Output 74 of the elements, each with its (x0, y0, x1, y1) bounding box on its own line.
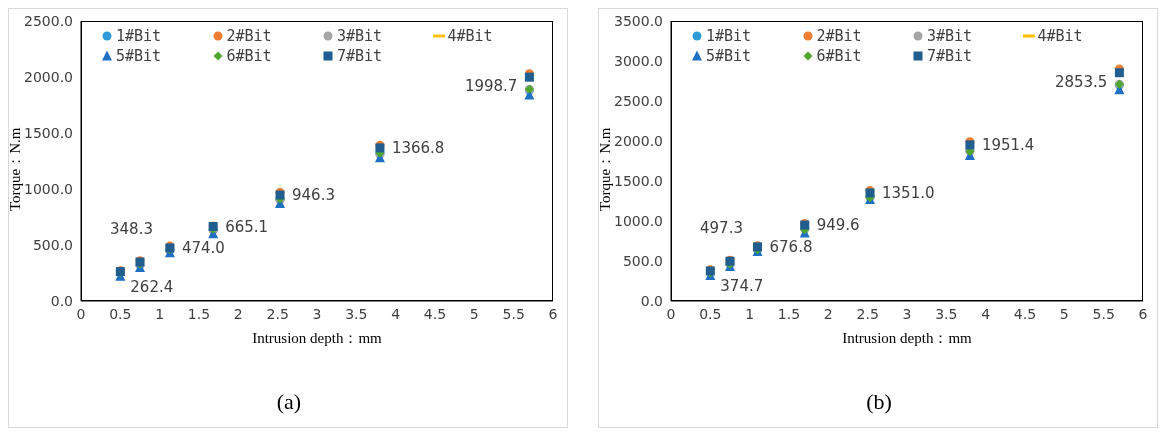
x-tick-label: 5 (469, 305, 479, 322)
legend-label: 6#Bit (226, 47, 272, 65)
y-tick-label: 3500.0 (614, 12, 663, 29)
x-tick-label: 6 (548, 305, 558, 322)
x-tick-label: 4.5 (1013, 305, 1037, 322)
x-tick-label: 1 (155, 305, 165, 322)
legend-label: 7#Bit (927, 47, 973, 65)
y-tick-label: 500.0 (622, 252, 663, 269)
legend-label: 2#Bit (226, 27, 272, 45)
y-tick-label: 1000.0 (24, 180, 73, 197)
x-tick-label: 3.5 (935, 305, 958, 322)
x-tick-label: 2 (233, 305, 243, 322)
y-tick-label: 0.0 (640, 292, 663, 309)
legend-label: 5#Bit (706, 47, 752, 65)
x-tick-label: 4.5 (423, 305, 447, 322)
x-tick-label: 5.5 (502, 305, 525, 322)
y-tick-label: 2000.0 (614, 132, 663, 149)
y-tick-label: 2000.0 (24, 68, 73, 85)
x-tick-label: 2 (823, 305, 833, 322)
x-tick-label: 6 (1138, 305, 1148, 322)
legend-label: 1#Bit (706, 27, 752, 45)
y-tick-label: 1500.0 (614, 172, 663, 189)
data-label: 1351.0 (882, 183, 935, 202)
x-tick-label: 0 (76, 305, 86, 322)
legend-label: 1#Bit (116, 27, 162, 45)
y-tick-label: 500.0 (32, 236, 73, 253)
data-label: 2853.5 (1054, 72, 1108, 91)
data-label: 262.4 (130, 277, 174, 296)
legend-label: 5#Bit (116, 47, 162, 65)
y-tick-label: 0.0 (50, 292, 73, 309)
x-tick-label: 3 (902, 305, 912, 322)
x-tick-label: 5 (1059, 305, 1069, 322)
data-label: 374.7 (720, 277, 764, 296)
data-label: 474.0 (181, 238, 225, 257)
legend-label: 4#Bit (1037, 27, 1083, 45)
legend-label: 2#Bit (816, 27, 862, 45)
data-label: 665.1 (225, 217, 269, 236)
data-label: 949.6 (816, 216, 860, 235)
x-tick-label: 3 (312, 305, 322, 322)
x-tick-label: 2.5 (856, 305, 879, 322)
y-tick-label: 3000.0 (614, 52, 663, 69)
data-label: 497.3 (700, 219, 743, 238)
x-tick-label: 2.5 (266, 305, 289, 322)
x-axis-title: Intrusion depth：mm (252, 330, 383, 346)
data-label: 1998.7 (464, 77, 518, 96)
y-tick-label: 2500.0 (614, 92, 663, 109)
text: (a) (275, 389, 303, 415)
data-label: 1366.8 (391, 138, 445, 157)
x-tick-label: 0.5 (699, 305, 722, 322)
x-tick-label: 1.5 (187, 305, 211, 322)
legend-label: 6#Bit (816, 47, 862, 65)
x-tick-label: 4 (391, 305, 401, 322)
y-axis-title: Torque：N.m (597, 127, 614, 211)
x-tick-label: 4 (981, 305, 991, 322)
text: (b) (865, 389, 893, 415)
y-axis-title: Torque：N.m (7, 127, 24, 211)
x-tick-label: 0.5 (109, 305, 132, 322)
legend-label: 3#Bit (927, 27, 973, 45)
y-tick-label: 1500.0 (24, 124, 73, 141)
x-tick-label: 1 (745, 305, 755, 322)
x-tick-label: 0 (666, 305, 676, 322)
legend-label: 4#Bit (447, 27, 493, 45)
x-axis-title: Intrusion depth：mm (842, 330, 973, 346)
data-label: 348.3 (110, 219, 153, 238)
y-tick-label: 1000.0 (614, 212, 663, 229)
legend-label: 3#Bit (337, 27, 383, 45)
data-label: 676.8 (769, 237, 813, 256)
data-label: 946.3 (292, 186, 335, 205)
data-label: 1951.4 (981, 135, 1035, 154)
legend-label: 7#Bit (337, 47, 383, 65)
x-tick-label: 1.5 (777, 305, 801, 322)
x-tick-label: 3.5 (345, 305, 368, 322)
x-tick-label: 5.5 (1092, 305, 1115, 322)
y-tick-label: 2500.0 (24, 12, 73, 29)
